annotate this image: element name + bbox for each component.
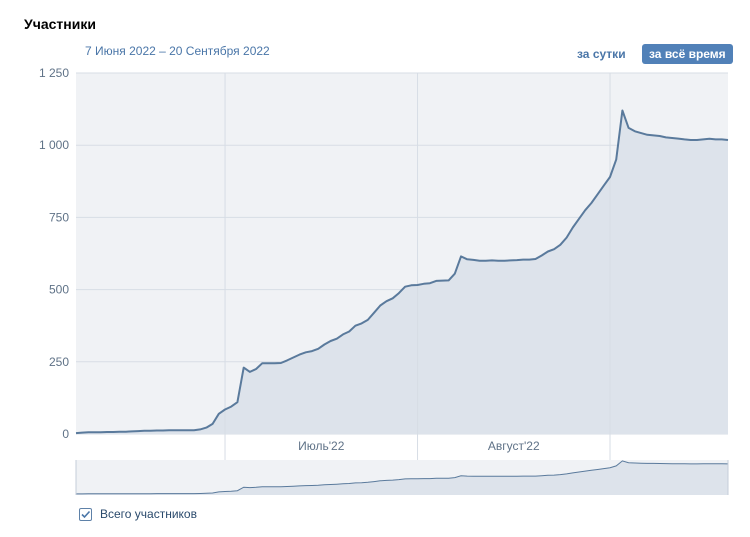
series-toggle-checkbox[interactable] [79, 507, 92, 521]
y-tick-label: 250 [49, 355, 69, 369]
main-plot-area: 0 250 500 750 1 000 1 250 Июль'22 Август'22 [39, 66, 729, 460]
x-tick-label: Июль'22 [298, 439, 345, 453]
series-line [75, 109, 729, 435]
page-title: Участники [24, 16, 96, 32]
navigator-plot-area[interactable] [75, 460, 729, 495]
period-day-button[interactable]: за сутки [577, 47, 626, 61]
series-area [76, 110, 728, 434]
y-tick-label: 750 [49, 210, 69, 224]
y-tick-label: 1 250 [39, 66, 69, 80]
x-tick-label: Август'22 [488, 439, 540, 453]
checkmark-icon [81, 510, 91, 518]
y-tick-label: 500 [49, 283, 69, 297]
y-tick-label: 1 000 [39, 138, 69, 152]
period-all-time-button[interactable]: за всё время [642, 44, 733, 64]
legend: Всего участников [79, 506, 197, 522]
y-tick-label: 0 [62, 427, 69, 441]
navigator-line [76, 460, 729, 495]
navigator-area [76, 460, 728, 495]
legend-label: Всего участников [100, 507, 197, 521]
date-range: 7 Июня 2022 – 20 Сентября 2022 [85, 44, 270, 58]
